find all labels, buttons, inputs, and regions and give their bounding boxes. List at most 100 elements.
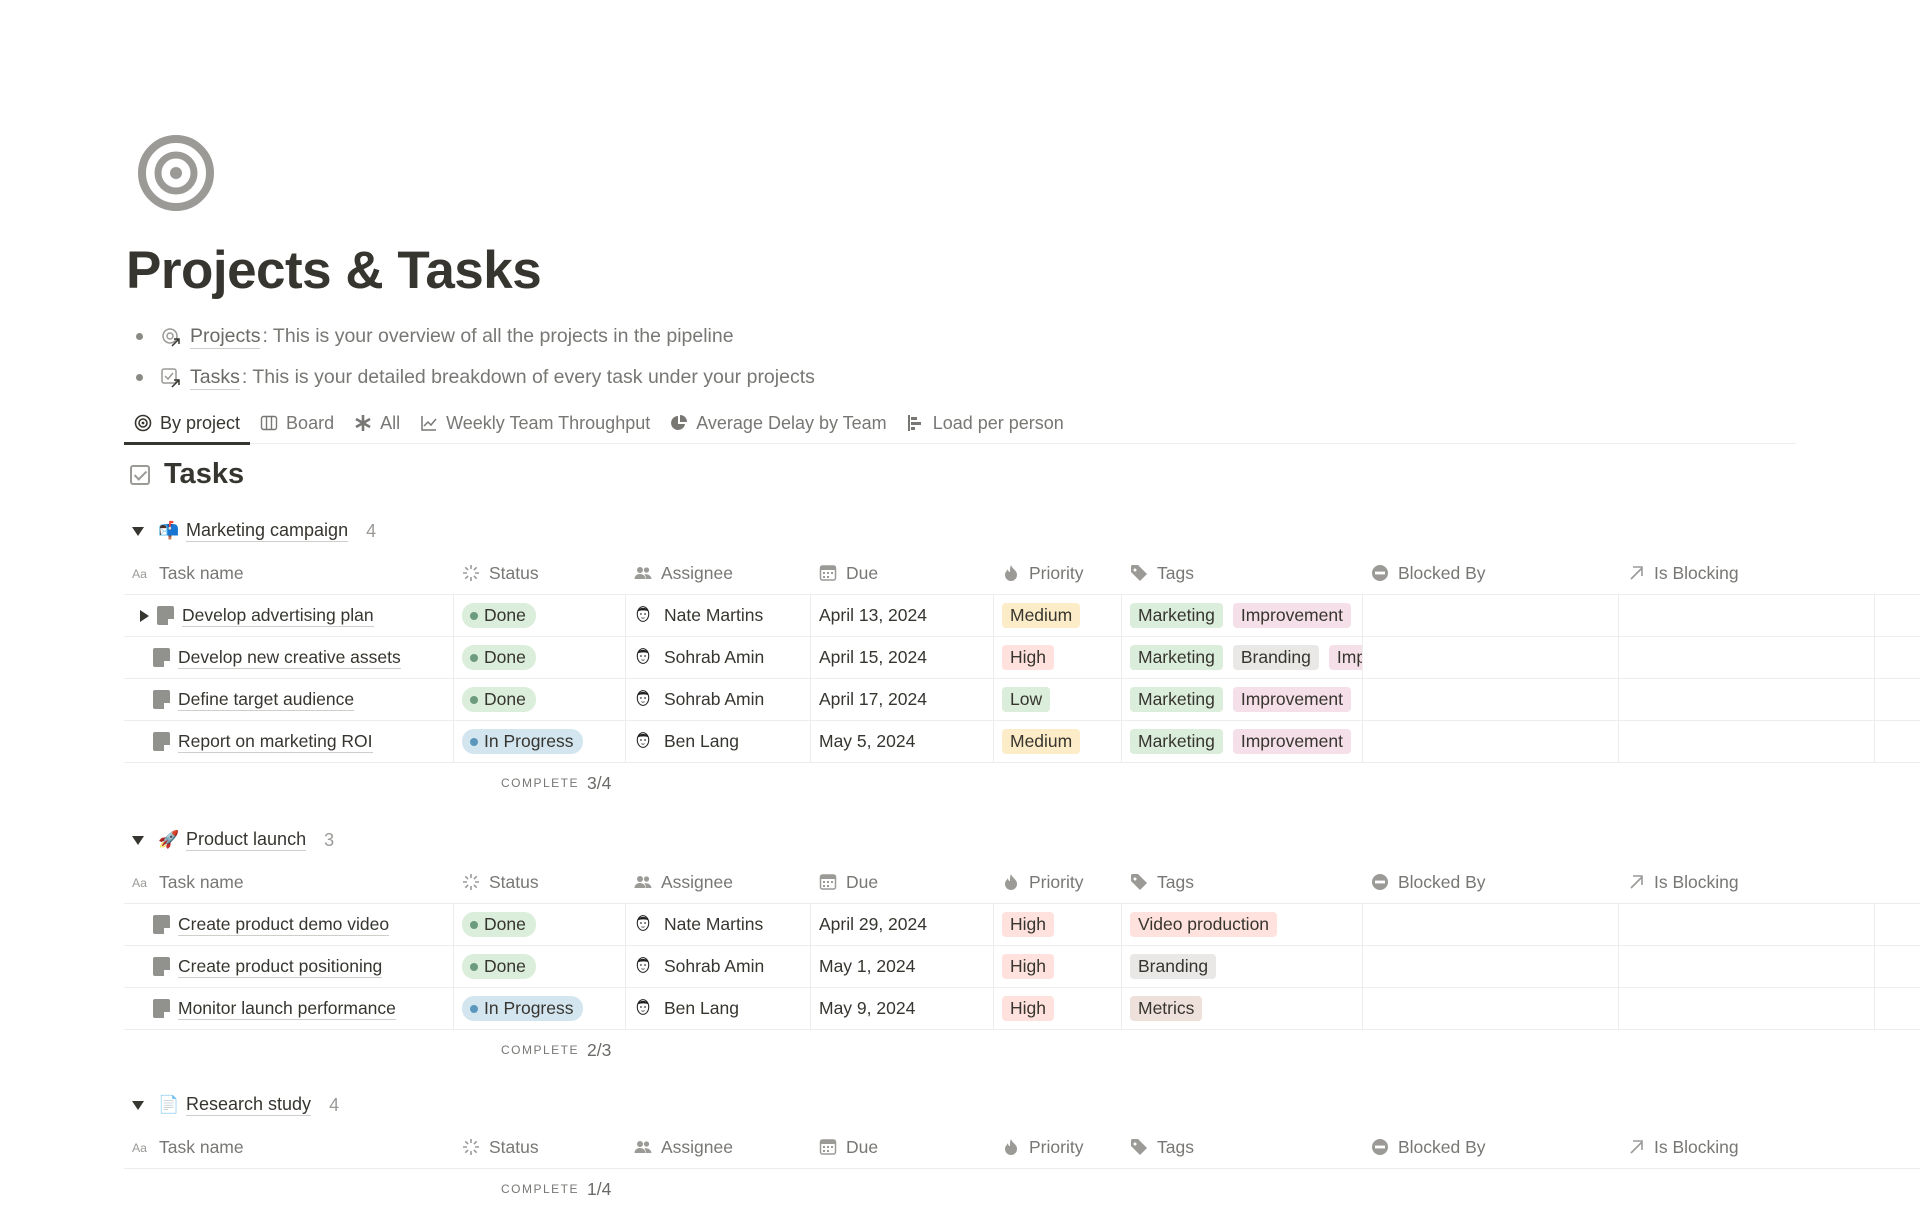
assignee-cell[interactable]: Ben Lang <box>626 721 811 762</box>
tab-by-project[interactable]: By project <box>124 402 251 445</box>
tags-cell[interactable]: Branding <box>1122 946 1363 987</box>
is-blocking-cell[interactable] <box>1619 946 1875 987</box>
collapse-toggle-icon[interactable] <box>132 1100 144 1110</box>
due-cell[interactable]: April 15, 2024 <box>811 637 994 678</box>
board-icon <box>260 414 278 432</box>
blocked-by-cell[interactable] <box>1363 904 1619 945</box>
assignee-cell[interactable]: Nate Martins <box>626 595 811 636</box>
tag-badge: Improvement <box>1328 645 1362 670</box>
tab-load-per-person[interactable]: Load per person <box>897 402 1074 444</box>
blocked-by-cell[interactable] <box>1363 988 1619 1029</box>
assignee-cell[interactable]: Sohrab Amin <box>626 679 811 720</box>
column-header[interactable]: Is Blocking <box>1619 1126 1875 1168</box>
tags-cell[interactable]: Marketing Improvement <box>1122 595 1363 636</box>
column-header[interactable]: Aa Task name <box>132 1136 244 1157</box>
due-cell[interactable]: April 13, 2024 <box>811 595 994 636</box>
blocked-by-cell[interactable] <box>1363 679 1619 720</box>
column-header[interactable]: Status <box>454 861 626 903</box>
tab-board[interactable]: Board <box>250 402 344 444</box>
column-header[interactable]: Is Blocking <box>1619 552 1875 594</box>
due-cell[interactable]: May 1, 2024 <box>811 946 994 987</box>
column-header[interactable]: Due <box>811 861 994 903</box>
tag-badge: Marketing <box>1130 687 1223 712</box>
blocked-by-cell[interactable] <box>1363 595 1619 636</box>
column-header[interactable]: Assignee <box>626 1126 811 1168</box>
assignee-cell[interactable]: Nate Martins <box>626 904 811 945</box>
status-cell[interactable]: Done <box>454 637 626 678</box>
tags-cell[interactable]: Video production <box>1122 904 1363 945</box>
due-cell[interactable]: April 29, 2024 <box>811 904 994 945</box>
column-header[interactable]: Priority <box>994 552 1122 594</box>
tags-cell[interactable]: Metrics <box>1122 988 1363 1029</box>
column-header[interactable]: Aa Task name <box>132 871 244 892</box>
tab-weekly-team-throughput[interactable]: Weekly Team Throughput <box>410 402 660 444</box>
status-cell[interactable]: Done <box>454 679 626 720</box>
collapse-toggle-icon[interactable] <box>132 526 144 536</box>
group-name[interactable]: Product launch <box>186 829 307 851</box>
priority-cell[interactable]: High <box>994 988 1122 1029</box>
is-blocking-cell[interactable] <box>1619 904 1875 945</box>
status-cell[interactable]: In Progress <box>454 988 626 1029</box>
column-header[interactable]: Blocked By <box>1363 861 1619 903</box>
assignee-cell[interactable]: Ben Lang <box>626 988 811 1029</box>
column-header[interactable]: Blocked By <box>1363 1126 1619 1168</box>
status-cell[interactable]: Done <box>454 946 626 987</box>
status-cell[interactable]: In Progress <box>454 721 626 762</box>
priority-cell[interactable]: High <box>994 946 1122 987</box>
status-cell[interactable]: Done <box>454 904 626 945</box>
fire-icon <box>1002 873 1020 891</box>
assignee-cell[interactable]: Sohrab Amin <box>626 637 811 678</box>
column-header[interactable]: Due <box>811 1126 994 1168</box>
tags-cell[interactable]: Marketing Branding Improvement <box>1122 637 1363 678</box>
column-header[interactable]: Priority <box>994 1126 1122 1168</box>
task-name-cell[interactable]: Report on marketing ROI <box>124 721 454 762</box>
column-header[interactable]: Assignee <box>626 552 811 594</box>
collapse-toggle-icon[interactable] <box>132 835 144 845</box>
blocked-by-cell[interactable] <box>1363 721 1619 762</box>
task-name-cell[interactable]: Monitor launch performance <box>124 988 454 1029</box>
column-header[interactable]: Status <box>454 552 626 594</box>
column-header[interactable]: Priority <box>994 861 1122 903</box>
blocked-by-cell[interactable] <box>1363 637 1619 678</box>
status-cell[interactable]: Done <box>454 595 626 636</box>
due-cell[interactable]: May 9, 2024 <box>811 988 994 1029</box>
expand-icon[interactable] <box>140 609 149 622</box>
is-blocking-cell[interactable] <box>1619 721 1875 762</box>
priority-cell[interactable]: Medium <box>994 595 1122 636</box>
is-blocking-cell[interactable] <box>1619 988 1875 1029</box>
blocked-by-cell[interactable] <box>1363 946 1619 987</box>
task-name-cell[interactable]: Create product positioning <box>124 946 454 987</box>
task-name-cell[interactable]: Define target audience <box>124 679 454 720</box>
tab-average-delay-by-team[interactable]: Average Delay by Team <box>660 402 896 444</box>
page-link-tasks[interactable]: Tasks <box>190 365 240 390</box>
tags-cell[interactable]: Marketing Improvement <box>1122 721 1363 762</box>
group-name[interactable]: Marketing campaign <box>186 520 349 542</box>
task-name-cell[interactable]: Develop advertising plan <box>124 595 454 636</box>
column-header[interactable]: Assignee <box>626 861 811 903</box>
is-blocking-cell[interactable] <box>1619 637 1875 678</box>
page-link-projects[interactable]: Projects <box>190 324 261 349</box>
priority-cell[interactable]: High <box>994 637 1122 678</box>
column-header[interactable]: Status <box>454 1126 626 1168</box>
group-name[interactable]: Research study <box>186 1094 312 1116</box>
column-header[interactable]: Blocked By <box>1363 552 1619 594</box>
task-name-cell[interactable]: Develop new creative assets <box>124 637 454 678</box>
column-header[interactable]: Tags <box>1122 861 1363 903</box>
tags-cell[interactable]: Marketing Improvement <box>1122 679 1363 720</box>
column-header[interactable]: Aa Task name <box>132 562 244 583</box>
is-blocking-cell[interactable] <box>1619 595 1875 636</box>
is-blocking-cell[interactable] <box>1619 679 1875 720</box>
due-cell[interactable]: April 17, 2024 <box>811 679 994 720</box>
priority-cell[interactable]: Low <box>994 679 1122 720</box>
task-name-cell[interactable]: Create product demo video <box>124 904 454 945</box>
column-header[interactable]: Tags <box>1122 1126 1363 1168</box>
assignee-cell[interactable]: Sohrab Amin <box>626 946 811 987</box>
column-header[interactable]: Is Blocking <box>1619 861 1875 903</box>
column-header[interactable]: Due <box>811 552 994 594</box>
calendar-icon <box>819 873 837 891</box>
column-header[interactable]: Tags <box>1122 552 1363 594</box>
due-cell[interactable]: May 5, 2024 <box>811 721 994 762</box>
tab-all[interactable]: All <box>344 402 410 444</box>
priority-cell[interactable]: High <box>994 904 1122 945</box>
priority-cell[interactable]: Medium <box>994 721 1122 762</box>
